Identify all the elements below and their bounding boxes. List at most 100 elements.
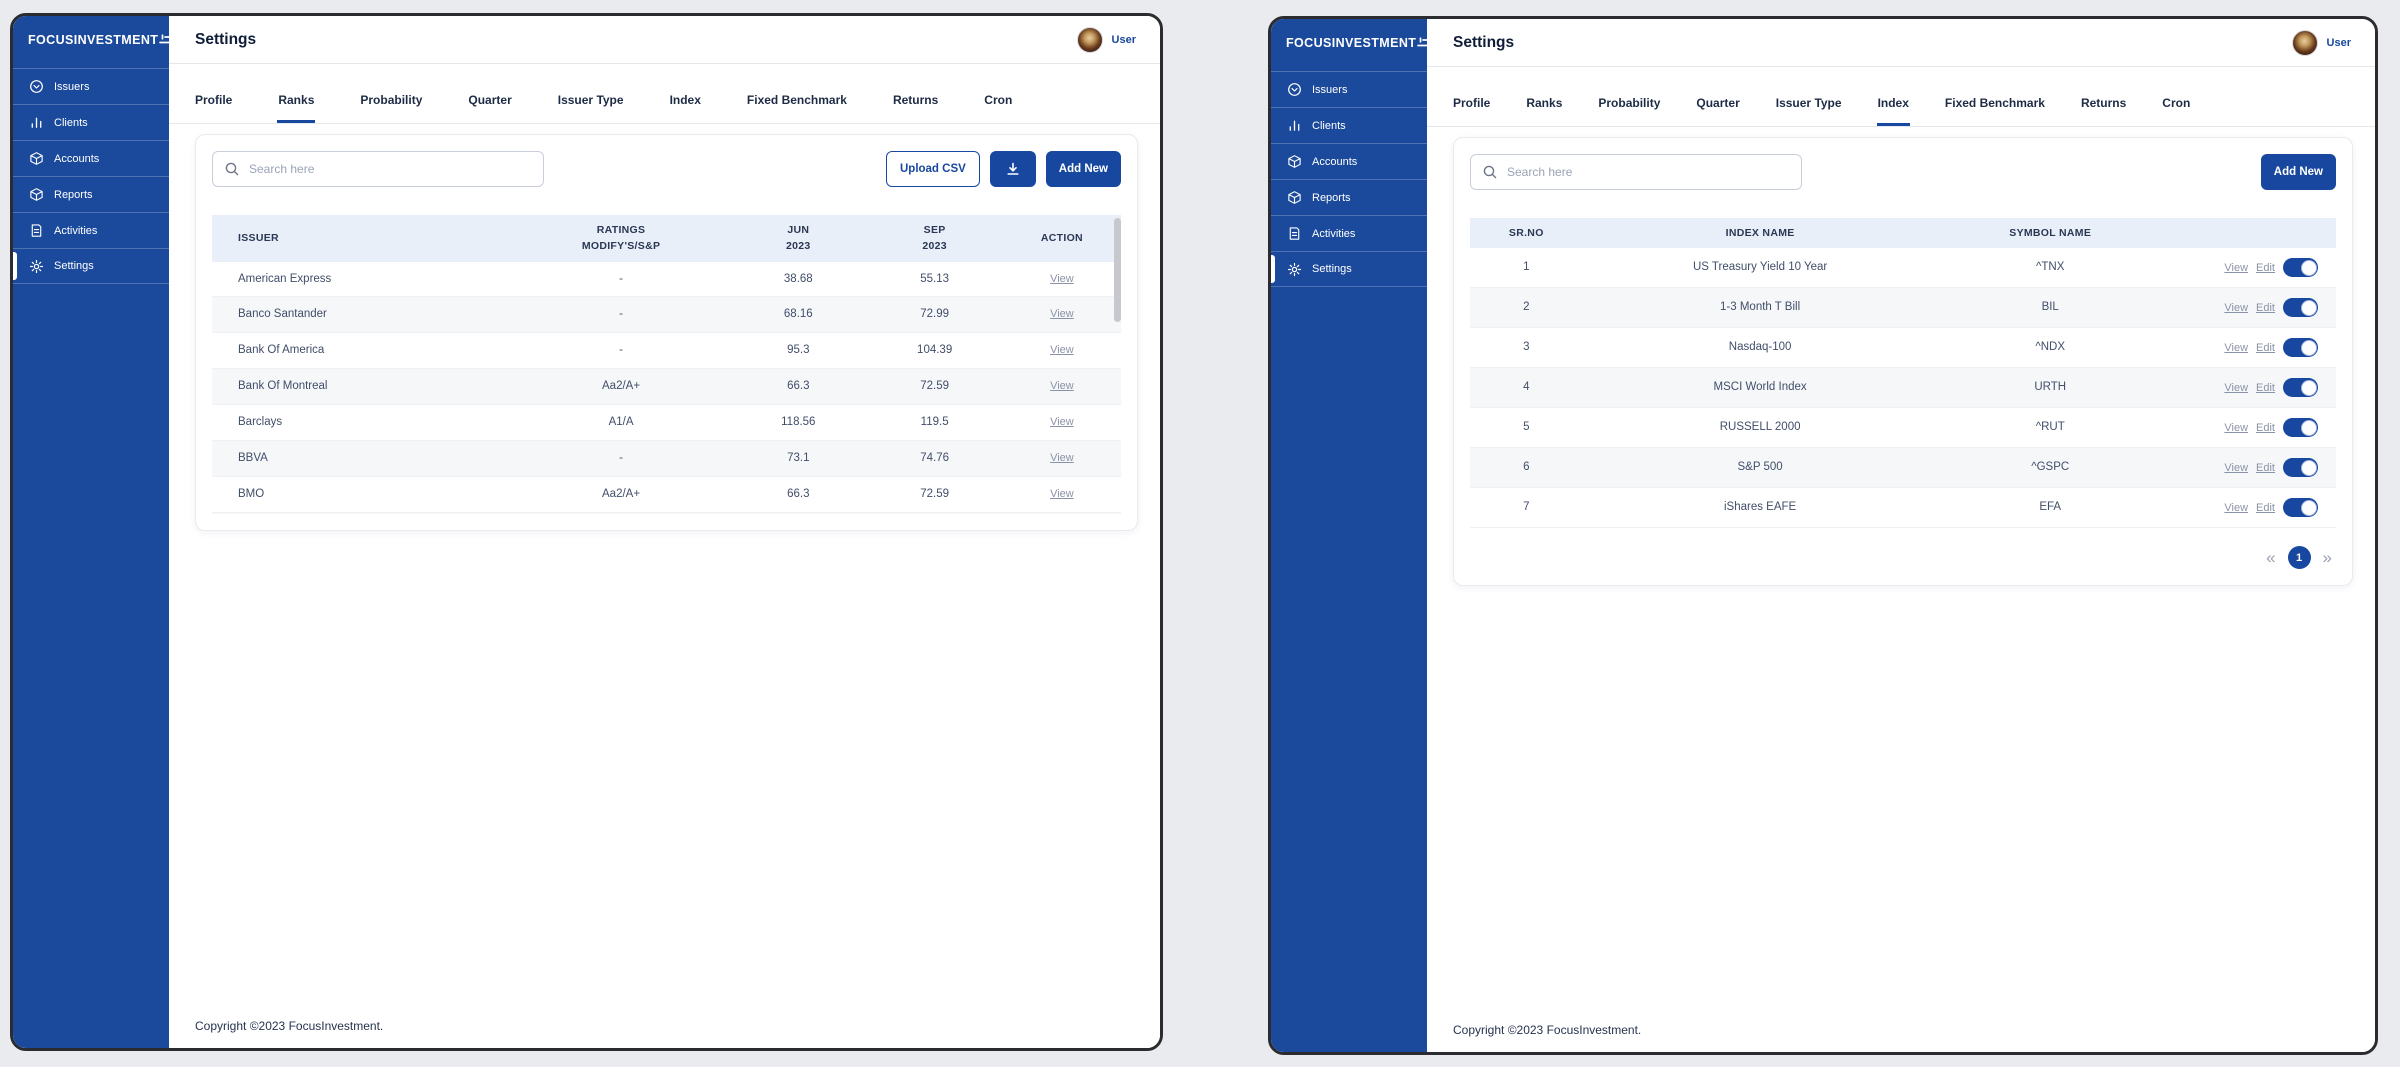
tab-ranks[interactable]: Ranks [277,93,316,123]
add-new-button[interactable]: Add New [2260,154,2336,190]
edit-link[interactable]: Edit [2256,421,2275,434]
table-row: 3 Nasdaq-100 ^NDX View Edit [1470,328,2336,368]
sidebar-item-reports[interactable]: Reports [13,176,169,212]
copyright-text: Copyright ©2023 FocusInvestment. [195,1019,384,1033]
sidebar-item-settings[interactable]: Settings [13,248,169,284]
search-input[interactable] [249,162,532,176]
column-header-srno: SR.NO [1470,218,1583,249]
tab-issuer-type[interactable]: Issuer Type [1775,96,1842,110]
issuer-cell: Banco Santander [238,308,327,321]
enable-toggle[interactable] [2283,458,2318,478]
add-new-button[interactable]: Add New [1045,151,1121,187]
tab-returns[interactable]: Returns [2080,96,2127,110]
user-name: User [2326,36,2351,49]
sidebar-item-activities[interactable]: Activities [13,212,169,248]
user-menu[interactable]: User [1076,26,1136,53]
table-scrollbar[interactable] [1114,218,1121,322]
sidebar-item-settings[interactable]: Settings [1271,251,1427,287]
sidebar-item-reports[interactable]: Reports [1271,179,1427,215]
index-name-cell: 1-3 Month T Bill [1720,301,1801,314]
enable-toggle[interactable] [2283,298,2318,318]
view-link[interactable]: View [1050,308,1074,321]
table-row: 1 US Treasury Yield 10 Year ^TNX View Edi… [1470,248,2336,288]
jun-cell: 95.3 [787,344,810,357]
avatar[interactable] [2291,29,2318,56]
view-link[interactable]: View [2224,421,2249,434]
download-button[interactable] [989,151,1036,187]
edit-link[interactable]: Edit [2256,341,2275,354]
rating-cell: - [619,308,623,321]
table-row: Bank Of America - 95.3 104.39 View [212,333,1121,369]
rating-cell: A1/A [608,416,634,429]
tab-profile[interactable]: Profile [1453,96,1491,110]
tab-index[interactable]: Index [669,93,701,107]
tab-returns[interactable]: Returns [892,93,939,107]
edit-link[interactable]: Edit [2256,501,2275,514]
tab-probability[interactable]: Probability [1598,96,1661,110]
issuer-cell: Barclays [238,416,283,429]
view-link[interactable]: View [1050,380,1074,393]
sidebar-item-label: Reports [1312,191,1351,204]
view-link[interactable]: View [2224,301,2249,314]
tab-index[interactable]: Index [1876,96,1911,126]
tab-probability[interactable]: Probability [360,93,423,107]
edit-link[interactable]: Edit [2256,261,2275,274]
sidebar-item-accounts[interactable]: Accounts [1271,143,1427,179]
tab-issuer-type[interactable]: Issuer Type [557,93,624,107]
rating-cell: Aa3/A+ [512,513,730,514]
tab-quarter[interactable]: Quarter [468,93,512,107]
view-link[interactable]: View [1050,416,1074,429]
sidebar-item-accounts[interactable]: Accounts [13,140,169,176]
tab-cron[interactable]: Cron [2162,96,2191,110]
enable-toggle[interactable] [2283,498,2318,518]
user-name: User [1111,33,1136,46]
view-link[interactable]: View [2224,501,2249,514]
user-menu[interactable]: User [2291,29,2351,56]
view-link[interactable]: View [2224,381,2249,394]
settings-icon [1287,262,1302,277]
app-window-index: FOCUSINVESTMENT Issuers Clients Accounts… [1268,16,2378,1055]
edit-link[interactable]: Edit [2256,301,2275,314]
table-row: 4 MSCI World Index URTH View Edit [1470,367,2336,408]
edit-link[interactable]: Edit [2256,461,2275,474]
srno-cell: 5 [1523,421,1530,434]
edit-link[interactable]: Edit [2256,381,2275,394]
view-link[interactable]: View [1050,272,1074,285]
tab-quarter[interactable]: Quarter [1696,96,1740,110]
view-link[interactable]: View [2224,261,2249,274]
enable-toggle[interactable] [2283,418,2318,438]
sidebar-nav: Issuers Clients Accounts Reports Activit… [13,68,169,284]
enable-toggle[interactable] [2283,258,2318,278]
pagination-prev-icon[interactable]: « [2266,548,2276,568]
view-link[interactable]: View [1050,344,1074,357]
view-link[interactable]: View [2224,461,2249,474]
upload-csv-button[interactable]: Upload CSV [885,151,980,187]
tab-ranks[interactable]: Ranks [1526,96,1563,110]
ranks-card: Upload CSV Add New ISSUER RATINGSMODIFY'… [195,134,1138,531]
tab-fixed-benchmark[interactable]: Fixed Benchmark [746,93,847,107]
page-title: Settings [1453,33,1515,51]
sidebar-item-label: Settings [54,260,94,272]
column-header-action: ACTION [1002,215,1121,262]
sidebar-item-issuers[interactable]: Issuers [1271,71,1427,107]
search-input[interactable] [1507,165,1790,179]
sidebar-item-clients[interactable]: Clients [1271,107,1427,143]
rating-cell: - [619,344,623,357]
tab-profile[interactable]: Profile [195,93,233,107]
tab-cron[interactable]: Cron [984,93,1013,107]
sidebar-item-issuers[interactable]: Issuers [13,68,169,104]
tab-fixed-benchmark[interactable]: Fixed Benchmark [1944,96,2045,110]
issuer-cell: Bank Of Montreal [238,380,328,393]
ranks-table-wrap: ISSUER RATINGS MODIFY'S/S&P JUN 2023 SEP 20… [212,215,1121,514]
pagination-next-icon[interactable]: » [2322,548,2332,568]
view-link[interactable]: View [1050,488,1074,501]
sidebar-item-activities[interactable]: Activities [1271,215,1427,251]
sep-cell: 72.59 [920,380,950,393]
sidebar-item-clients[interactable]: Clients [13,104,169,140]
avatar[interactable] [1076,26,1103,53]
enable-toggle[interactable] [2283,338,2318,358]
pagination-page-1[interactable]: 1 [2287,546,2311,570]
view-link[interactable]: View [2224,341,2249,354]
view-link[interactable]: View [1050,452,1074,465]
enable-toggle[interactable] [2283,378,2318,398]
